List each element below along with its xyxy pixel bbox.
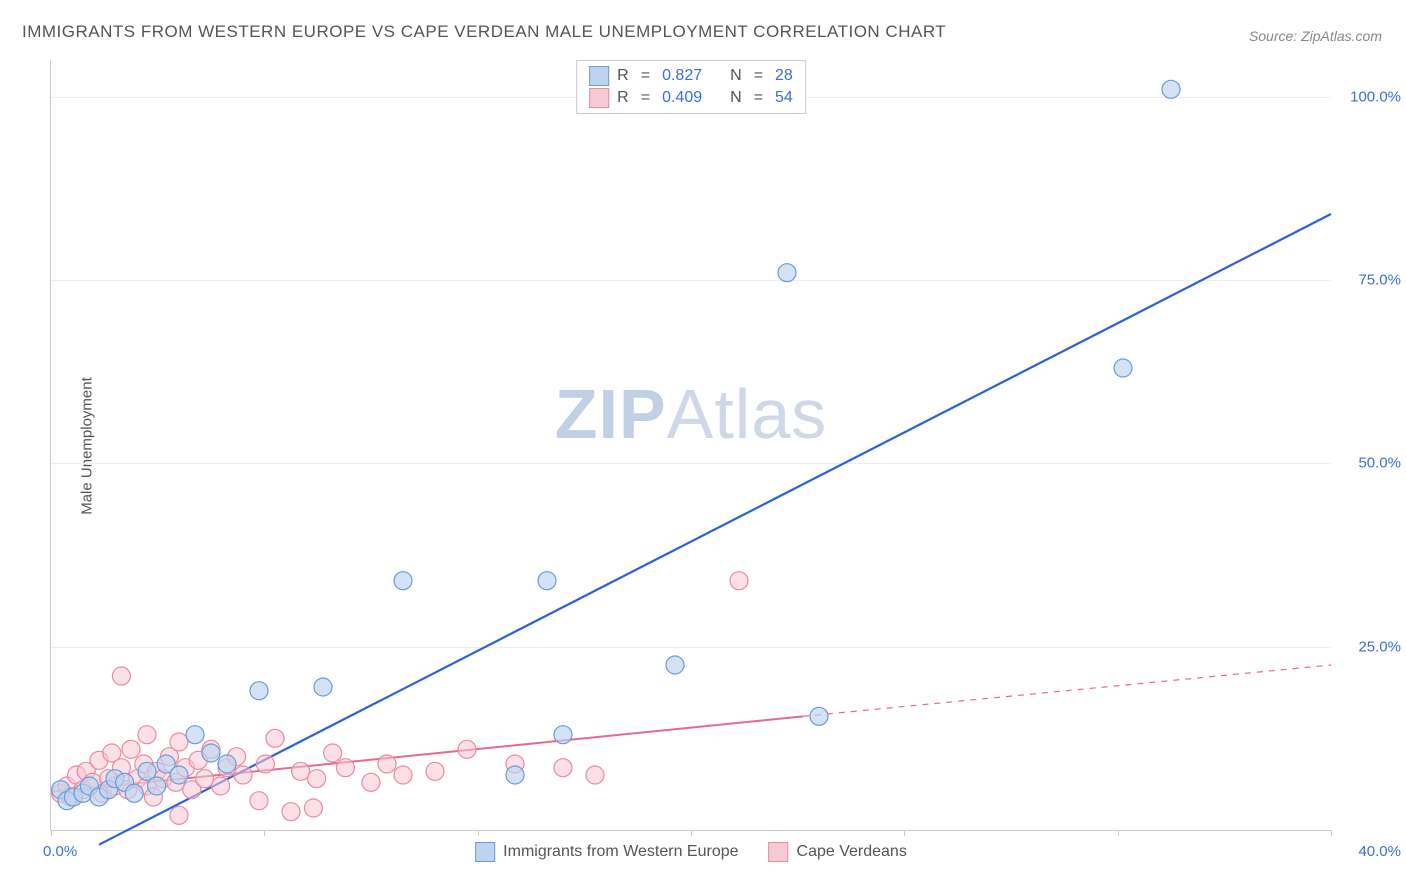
equals-icon: =: [641, 67, 650, 85]
n-label: N: [730, 89, 742, 107]
equals-icon: =: [754, 67, 763, 85]
n-value-pink: 54: [775, 89, 793, 107]
series-name-pink: Cape Verdeans: [797, 843, 907, 861]
n-value-blue: 28: [775, 67, 793, 85]
legend-row-pink: R = 0.409 N = 54: [589, 87, 793, 109]
r-value-pink: 0.409: [662, 89, 702, 107]
source-name: ZipAtlas.com: [1301, 28, 1382, 44]
n-label: N: [730, 67, 742, 85]
equals-icon: =: [754, 89, 763, 107]
x-label-min: 0.0%: [43, 843, 77, 860]
legend-item-blue: Immigrants from Western Europe: [475, 842, 738, 862]
y-tick-label: 50.0%: [1341, 455, 1401, 472]
r-value-blue: 0.827: [662, 67, 702, 85]
chart-title: IMMIGRANTS FROM WESTERN EUROPE VS CAPE V…: [22, 22, 946, 42]
source-credit: Source: ZipAtlas.com: [1249, 28, 1382, 44]
equals-icon: =: [641, 89, 650, 107]
correlation-legend: R = 0.827 N = 28 R = 0.409 N = 54: [576, 60, 806, 114]
legend-row-blue: R = 0.827 N = 28: [589, 65, 793, 87]
scatter-svg: [51, 60, 1331, 830]
series-legend: Immigrants from Western Europe Cape Verd…: [475, 842, 907, 862]
y-tick-label: 25.0%: [1341, 638, 1401, 655]
swatch-pink-icon: [769, 842, 789, 862]
legend-item-pink: Cape Verdeans: [769, 842, 907, 862]
y-tick-label: 100.0%: [1341, 88, 1401, 105]
r-label: R: [617, 67, 629, 85]
swatch-pink-icon: [589, 88, 609, 108]
swatch-blue-icon: [589, 66, 609, 86]
source-label: Source:: [1249, 28, 1297, 44]
plot-area: ZIPAtlas 25.0%50.0%75.0%100.0% 0.0% 40.0…: [50, 60, 1331, 831]
series-name-blue: Immigrants from Western Europe: [503, 843, 738, 861]
r-label: R: [617, 89, 629, 107]
y-tick-label: 75.0%: [1341, 272, 1401, 289]
x-label-max: 40.0%: [1341, 843, 1401, 860]
swatch-blue-icon: [475, 842, 495, 862]
